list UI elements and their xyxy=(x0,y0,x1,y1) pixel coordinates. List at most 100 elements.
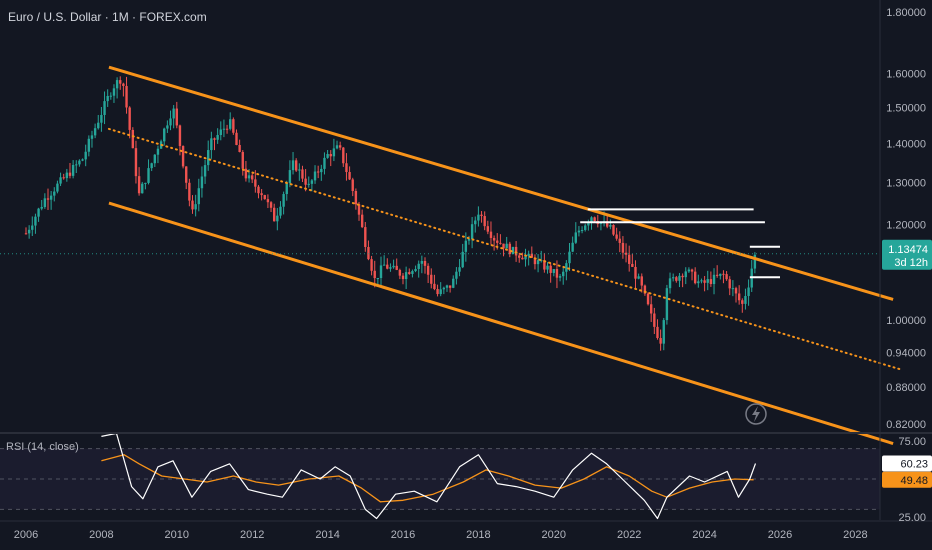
candle-body xyxy=(518,255,521,258)
candle-body xyxy=(68,172,72,176)
candle-body xyxy=(389,267,392,269)
time-tick-label: 2024 xyxy=(692,529,716,541)
candle-body xyxy=(697,281,700,284)
candle-body xyxy=(345,163,348,173)
candle-body xyxy=(238,144,241,153)
candle-body xyxy=(436,289,439,295)
candle-body xyxy=(329,154,332,157)
channel-upper-line[interactable] xyxy=(108,65,894,301)
last-price-badge xyxy=(882,239,932,270)
horizontal-levels[interactable] xyxy=(0,208,880,279)
candle-body xyxy=(637,276,640,279)
candle-body xyxy=(338,145,342,148)
candle-body xyxy=(533,257,537,265)
candle-body xyxy=(147,168,150,183)
candle-body xyxy=(125,85,128,108)
candle-body xyxy=(474,220,477,225)
candle-body xyxy=(203,165,207,177)
candle-body xyxy=(681,275,684,278)
candle-body xyxy=(458,267,461,272)
time-tick-label: 2008 xyxy=(89,529,113,541)
candle-body xyxy=(304,178,307,185)
candle-body xyxy=(426,265,430,275)
candle-body xyxy=(404,272,408,280)
candle-body xyxy=(628,254,631,264)
candle-body xyxy=(615,234,618,239)
candle-body xyxy=(461,251,464,268)
candle-body xyxy=(640,276,643,286)
candle-body xyxy=(40,206,43,209)
candle-body xyxy=(562,271,565,277)
candle-body xyxy=(455,271,458,279)
candle-body xyxy=(505,243,508,249)
candle-body xyxy=(185,166,188,183)
time-tick-label: 2022 xyxy=(617,529,641,541)
candle-body xyxy=(181,146,185,167)
candle-body xyxy=(722,273,725,275)
candle-body xyxy=(175,108,178,126)
candle-body xyxy=(398,269,402,276)
candle-body xyxy=(197,188,200,205)
candle-body xyxy=(470,224,474,240)
price-tick-label: 1.80000 xyxy=(886,7,926,19)
candle-body xyxy=(612,225,615,235)
candle-body xyxy=(263,195,266,200)
candle-body xyxy=(351,179,354,192)
candle-body xyxy=(584,225,587,230)
candle-body xyxy=(156,148,160,155)
candle-body xyxy=(81,159,84,161)
channel-lines[interactable] xyxy=(107,65,902,445)
candle-body xyxy=(486,226,490,232)
candle-body xyxy=(357,204,361,215)
candle-body xyxy=(433,283,436,290)
candle-body xyxy=(43,198,47,207)
candle-body xyxy=(188,182,191,201)
channel-middle-line[interactable] xyxy=(107,127,902,371)
candle-body xyxy=(367,246,370,260)
candle-body xyxy=(430,274,433,284)
time-tick-label: 2018 xyxy=(466,529,490,541)
candle-body xyxy=(734,288,738,294)
candle-body xyxy=(744,295,747,304)
flash-icon[interactable] xyxy=(745,403,767,425)
price-tick-label: 1.40000 xyxy=(886,139,926,151)
candle-body xyxy=(395,265,398,270)
candle-body xyxy=(549,265,552,273)
candle-body xyxy=(621,242,625,253)
candle-body xyxy=(59,177,62,184)
candle-body xyxy=(671,277,675,279)
candle-body xyxy=(285,183,288,195)
candle-body xyxy=(731,288,735,290)
channel-lower-line[interactable] xyxy=(108,201,894,445)
candle-body xyxy=(84,151,87,160)
candle-body xyxy=(320,168,323,173)
candle-body xyxy=(272,207,276,222)
candle-body xyxy=(316,171,320,173)
candle-body xyxy=(452,278,455,288)
candle-body xyxy=(703,280,706,283)
candle-body xyxy=(137,176,141,194)
candle-body xyxy=(301,169,304,179)
candle-body xyxy=(115,80,119,89)
chart-title: Euro / U.S. Dollar · 1M · FOREX.com xyxy=(8,10,207,24)
candle-body xyxy=(477,214,480,221)
candle-body xyxy=(712,274,716,285)
candle-body xyxy=(690,269,694,272)
price-tick-label: 1.00000 xyxy=(886,315,926,327)
candle-body xyxy=(122,83,125,86)
candle-body xyxy=(565,263,568,272)
candle-body xyxy=(56,183,59,192)
rsi-label[interactable]: RSI (14, close) xyxy=(6,441,79,453)
candle-body xyxy=(715,274,719,276)
candle-body xyxy=(546,265,549,270)
candle-body xyxy=(282,194,285,207)
rsi-ma-line xyxy=(101,454,754,503)
candle-body xyxy=(480,214,483,217)
price-tick-label: 1.30000 xyxy=(886,178,926,190)
candle-body xyxy=(354,191,358,205)
candle-body xyxy=(747,287,750,296)
candle-body xyxy=(530,253,534,258)
candle-body xyxy=(200,176,204,189)
